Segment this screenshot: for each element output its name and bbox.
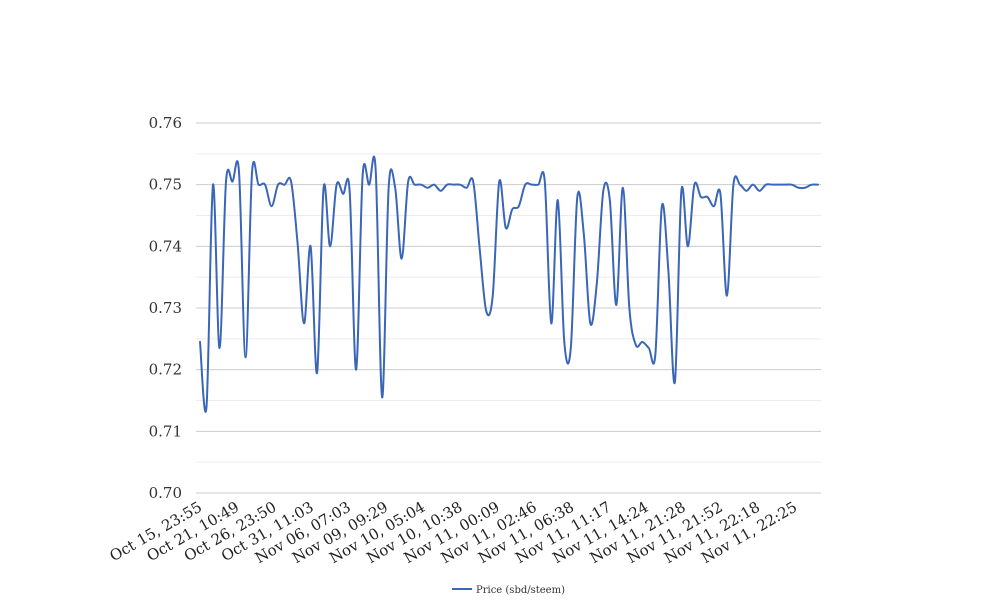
series-line-0: [199, 155, 819, 413]
legend: Price (sbd/steem): [452, 585, 565, 596]
y-tick-label: 0.71: [149, 422, 182, 440]
y-tick-label: 0.72: [149, 361, 182, 379]
y-axis: 0.70 0.71 0.72 0.73 0.74 0.75 0.76: [149, 114, 182, 502]
y-tick-label: 0.74: [149, 237, 182, 255]
major-gridlines: [196, 122, 821, 494]
legend-label: Price (sbd/steem): [476, 585, 565, 596]
y-tick-label: 0.73: [149, 299, 182, 317]
y-tick-label: 0.75: [149, 176, 182, 194]
y-tick-label: 0.70: [149, 484, 182, 502]
series-layer: [199, 155, 819, 413]
y-tick-label: 0.76: [149, 114, 182, 132]
